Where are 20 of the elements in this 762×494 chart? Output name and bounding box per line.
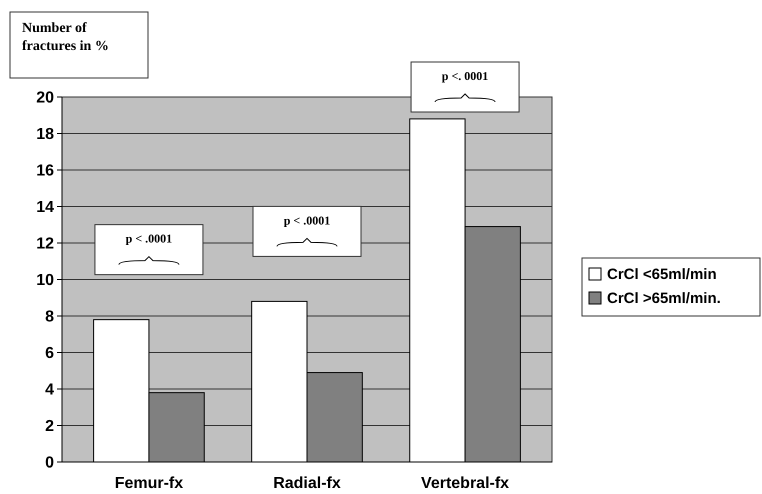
x-tick-label: Femur-fx xyxy=(114,475,184,492)
y-tick-label: 4 xyxy=(45,382,54,399)
x-tick-label: Vertebral-fx xyxy=(421,475,510,492)
legend-label: CrCl <65ml/min xyxy=(607,266,717,283)
annotation: p < .0001 xyxy=(126,232,172,246)
legend-label: CrCl >65ml/min. xyxy=(607,290,721,307)
text: p <. 0001 xyxy=(442,69,488,83)
y-tick-label: 12 xyxy=(36,236,54,253)
y-tick-label: 18 xyxy=(36,126,54,144)
y-tick-label: 0 xyxy=(45,454,54,472)
y-tick-label: 16 xyxy=(36,162,54,180)
y-tick-label: 2 xyxy=(45,418,54,436)
y-axis-title: Number of fractures in % xyxy=(22,21,109,54)
y-tick-label: 10 xyxy=(36,272,54,290)
annotation: p < .0001 xyxy=(284,213,330,228)
x-tick-label: Radial-fx xyxy=(273,475,341,492)
y-tick-label: 6 xyxy=(45,345,54,362)
y-tick-label: 20 xyxy=(36,90,54,107)
y-tick-label: 14 xyxy=(36,199,54,216)
y-tick-label: 8 xyxy=(45,308,54,326)
